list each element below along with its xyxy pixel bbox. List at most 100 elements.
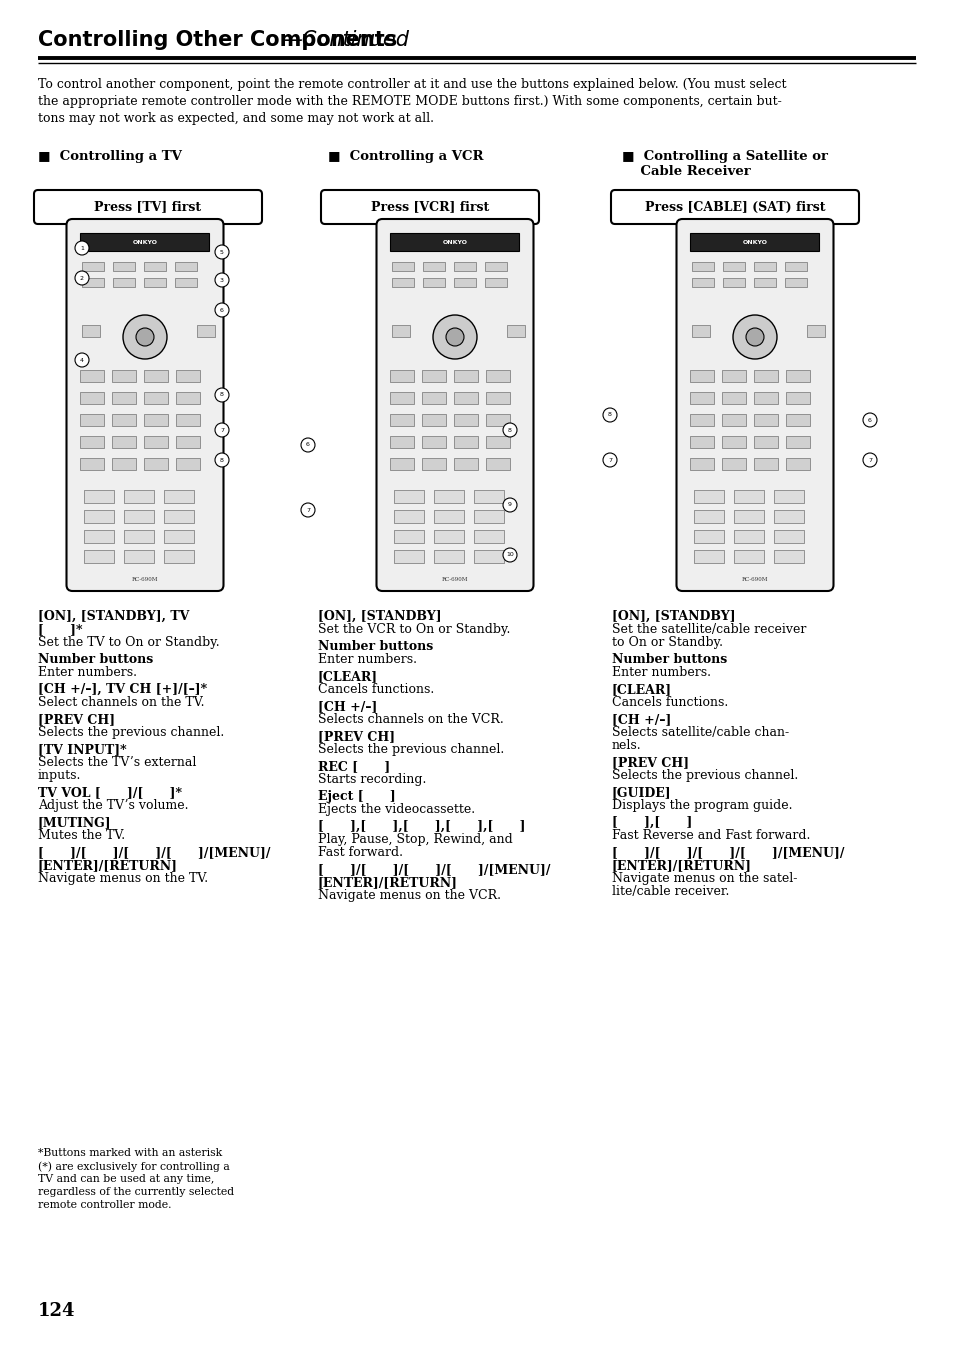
Text: 7: 7 — [220, 427, 224, 433]
Bar — [486, 458, 510, 470]
Bar — [734, 530, 763, 543]
Bar — [176, 458, 200, 470]
Bar — [176, 435, 200, 448]
Bar — [175, 278, 197, 287]
Bar — [392, 262, 414, 271]
FancyBboxPatch shape — [676, 218, 833, 590]
Bar — [80, 233, 210, 251]
Text: [      ]/[      ]/[      ]/[      ]/[MENU]/: [ ]/[ ]/[ ]/[ ]/[MENU]/ — [317, 863, 550, 876]
Text: 8: 8 — [220, 392, 224, 398]
Bar — [112, 435, 136, 448]
Bar — [112, 458, 136, 470]
Bar — [754, 458, 778, 470]
Text: regardless of the currently selected: regardless of the currently selected — [38, 1188, 233, 1197]
Bar — [80, 458, 105, 470]
Bar — [392, 278, 414, 287]
Text: to On or Standby.: to On or Standby. — [612, 636, 722, 648]
Text: 1: 1 — [80, 245, 84, 251]
Text: the appropriate remote controller mode with the REMOTE MODE buttons first.) With: the appropriate remote controller mode w… — [38, 94, 781, 108]
Bar — [85, 550, 114, 563]
Bar — [806, 325, 824, 337]
Text: 8: 8 — [607, 412, 611, 418]
Text: Selects the TV’s external: Selects the TV’s external — [38, 756, 196, 768]
Text: [PREV CH]: [PREV CH] — [38, 713, 115, 727]
Text: Selects the previous channel.: Selects the previous channel. — [317, 743, 504, 756]
Text: [CH +/–], TV CH [+]/[–]*: [CH +/–], TV CH [+]/[–]* — [38, 683, 207, 696]
Bar — [112, 392, 136, 404]
Bar — [454, 369, 478, 381]
Bar — [395, 530, 424, 543]
Text: [ENTER]/[RETURN]: [ENTER]/[RETURN] — [38, 859, 178, 872]
Bar — [690, 435, 714, 448]
Text: tons may not work as expected, and some may not work at all.: tons may not work as expected, and some … — [38, 112, 434, 125]
Bar — [694, 550, 723, 563]
Circle shape — [745, 328, 763, 346]
Bar — [722, 278, 744, 287]
Text: Enter numbers.: Enter numbers. — [38, 666, 137, 679]
Bar — [785, 414, 810, 426]
Text: Set the satellite/cable receiver: Set the satellite/cable receiver — [612, 623, 805, 636]
Text: REC [      ]: REC [ ] — [317, 760, 390, 772]
Text: 5: 5 — [220, 249, 224, 255]
Circle shape — [301, 503, 314, 518]
Text: [MUTING]: [MUTING] — [38, 816, 112, 829]
FancyBboxPatch shape — [376, 218, 533, 590]
Circle shape — [214, 245, 229, 259]
Bar — [390, 414, 414, 426]
FancyBboxPatch shape — [34, 190, 262, 224]
Bar — [176, 392, 200, 404]
Text: [ENTER]/[RETURN]: [ENTER]/[RETURN] — [317, 876, 457, 888]
Text: [      ]/[      ]/[      ]/[      ]/[MENU]/: [ ]/[ ]/[ ]/[ ]/[MENU]/ — [38, 847, 271, 859]
Bar — [80, 414, 105, 426]
Bar — [486, 392, 510, 404]
Text: 7: 7 — [607, 457, 612, 462]
Bar — [422, 435, 446, 448]
Bar — [422, 414, 446, 426]
Bar — [82, 325, 100, 337]
Circle shape — [214, 388, 229, 402]
Bar — [390, 233, 519, 251]
Bar — [774, 510, 803, 523]
Text: Play, Pause, Stop, Rewind, and: Play, Pause, Stop, Rewind, and — [317, 833, 512, 847]
Bar — [690, 458, 714, 470]
Bar — [784, 262, 806, 271]
Text: 6: 6 — [867, 418, 871, 422]
Bar — [454, 392, 478, 404]
Bar — [125, 550, 154, 563]
Circle shape — [214, 423, 229, 437]
Text: RC-690M: RC-690M — [741, 577, 767, 582]
Text: Cancels functions.: Cancels functions. — [612, 696, 727, 709]
Bar — [113, 262, 135, 271]
Bar — [454, 262, 476, 271]
Bar — [144, 369, 169, 381]
Text: 3: 3 — [220, 278, 224, 283]
Bar — [774, 530, 803, 543]
Text: Enter numbers.: Enter numbers. — [317, 652, 416, 666]
Bar — [734, 550, 763, 563]
Bar — [434, 550, 464, 563]
Text: [ON], [STANDBY]: [ON], [STANDBY] — [612, 611, 735, 623]
Text: (*) are exclusively for controlling a: (*) are exclusively for controlling a — [38, 1161, 230, 1171]
Bar — [692, 325, 710, 337]
Bar — [80, 369, 105, 381]
Bar — [390, 369, 414, 381]
Text: [      ]*: [ ]* — [38, 623, 82, 636]
Bar — [785, 369, 810, 381]
Bar — [164, 510, 194, 523]
Bar — [454, 414, 478, 426]
Bar — [690, 369, 714, 381]
Text: TV and can be used at any time,: TV and can be used at any time, — [38, 1174, 214, 1184]
Bar — [690, 392, 714, 404]
Bar — [692, 262, 714, 271]
Text: [PREV CH]: [PREV CH] — [612, 756, 688, 768]
Bar — [144, 278, 167, 287]
Text: [CH +/–]: [CH +/–] — [612, 713, 671, 727]
Bar — [454, 278, 476, 287]
Text: Enter numbers.: Enter numbers. — [612, 666, 710, 679]
Bar — [486, 435, 510, 448]
Bar — [754, 435, 778, 448]
Bar — [734, 510, 763, 523]
Bar — [784, 278, 806, 287]
Text: Number buttons: Number buttons — [38, 652, 153, 666]
Text: lite/cable receiver.: lite/cable receiver. — [612, 886, 729, 898]
